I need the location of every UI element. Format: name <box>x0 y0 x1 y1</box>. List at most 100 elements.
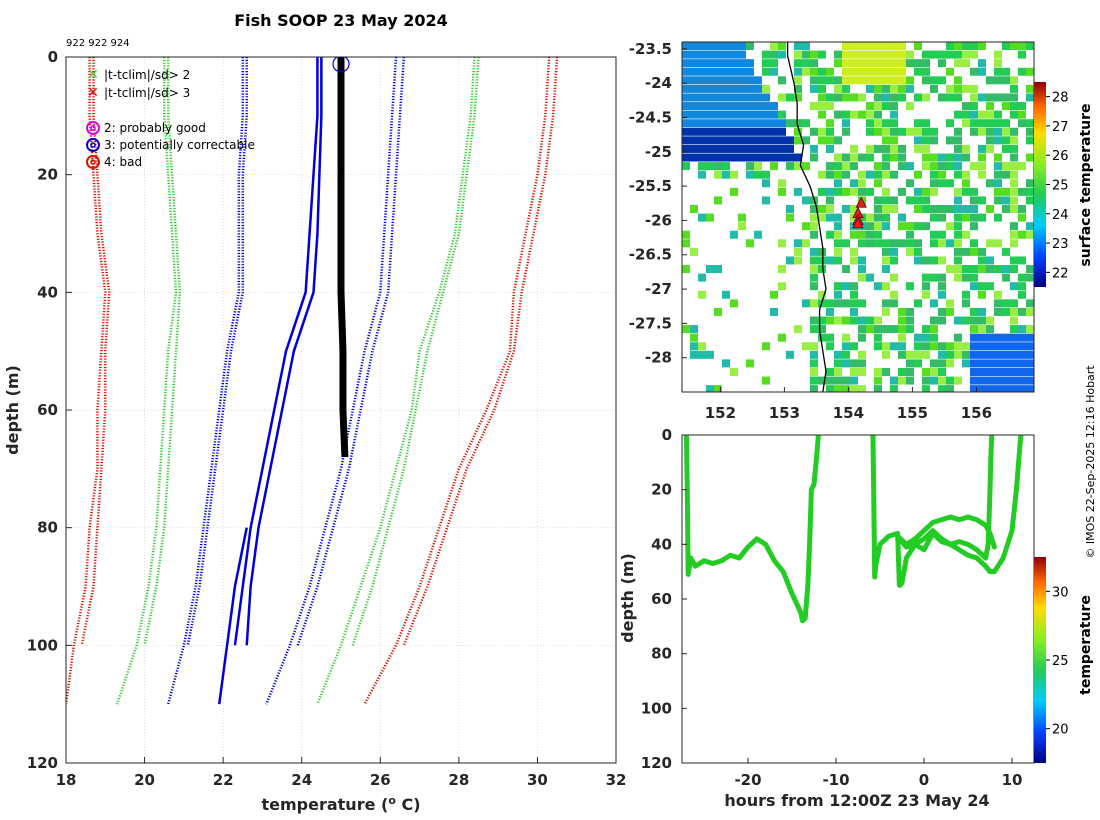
sst-cell <box>722 76 730 85</box>
sst-cell <box>850 59 858 68</box>
sst-cell <box>922 282 930 291</box>
track-lines <box>683 435 1024 624</box>
sst-cell <box>898 333 906 342</box>
sst-cell <box>882 93 890 102</box>
sst-cell <box>954 187 962 196</box>
sst-cell <box>1010 187 1018 196</box>
sst-cell <box>770 153 778 162</box>
sst-cell <box>826 316 834 325</box>
sst-cell <box>730 136 738 145</box>
sst-cell <box>874 204 882 213</box>
profile-xtick-label: 32 <box>606 771 627 789</box>
sst-cell <box>770 144 778 153</box>
sst-cell <box>994 299 1002 308</box>
sst-cell <box>1002 170 1010 179</box>
sst-cell <box>930 76 938 85</box>
sst-cell <box>690 127 698 136</box>
sst-cell <box>786 213 794 222</box>
sst-cell <box>882 119 890 128</box>
sst-cell <box>986 144 994 153</box>
sst-cell <box>738 119 746 128</box>
sst-cell <box>826 342 834 351</box>
track-xtick-label: -10 <box>822 771 849 789</box>
sst-cell <box>914 222 922 231</box>
sst-cell <box>1026 196 1034 205</box>
sst-cell <box>826 376 834 385</box>
track-ytick-label: 0 <box>662 426 672 444</box>
sst-cell <box>850 247 858 256</box>
sst-cell <box>946 67 954 76</box>
sst-cell <box>1010 42 1018 50</box>
sst-cell <box>938 385 946 392</box>
sst-cell <box>1026 119 1034 128</box>
sst-cell <box>826 67 834 76</box>
sst-cell <box>730 42 738 50</box>
sst-cell <box>810 102 818 111</box>
sst-cell <box>794 42 802 50</box>
sst-cell <box>794 247 802 256</box>
sst-cell <box>810 367 818 376</box>
sst-cell <box>922 376 930 385</box>
sst-cell <box>1026 93 1034 102</box>
sst-cell <box>874 162 882 171</box>
sst-cell <box>778 50 786 59</box>
sst-cell <box>1002 67 1010 76</box>
sst-cell <box>714 170 722 179</box>
sst-cell <box>1002 273 1010 282</box>
sst-cell <box>690 110 698 119</box>
sst-cell <box>754 230 762 239</box>
sst-cell <box>994 350 1002 359</box>
sst-cell <box>690 42 698 50</box>
profile-ytick-label: 20 <box>37 166 58 184</box>
sst-cell <box>954 204 962 213</box>
sst-cell <box>914 299 922 308</box>
sst-cell <box>898 93 906 102</box>
sst-cell <box>994 67 1002 76</box>
map-ytick-label: -28 <box>645 349 672 367</box>
coastline <box>786 42 827 392</box>
sst-cell <box>922 204 930 213</box>
sst-cell <box>858 153 866 162</box>
sst-cell <box>842 110 850 119</box>
sst-cell <box>930 136 938 145</box>
sst-cell <box>962 342 970 351</box>
sst-cell <box>698 153 706 162</box>
sst-cell <box>778 93 786 102</box>
sst-cell <box>978 265 986 274</box>
sst-cell <box>714 67 722 76</box>
sst-cell <box>698 59 706 68</box>
sst-cell <box>922 342 930 351</box>
sst-cell <box>730 299 738 308</box>
sst-cell <box>962 316 970 325</box>
sst-cell <box>970 42 978 50</box>
sst-cell <box>874 84 882 93</box>
sst-cell <box>858 239 866 248</box>
sst-cell <box>978 256 986 265</box>
sst-cell <box>810 50 818 59</box>
sst-cell <box>898 59 906 68</box>
sst-cell <box>682 127 690 136</box>
sst-cell <box>778 153 786 162</box>
sst-cell <box>834 170 842 179</box>
sst-cell <box>938 282 946 291</box>
sst-cell <box>738 110 746 119</box>
sst-cell <box>810 247 818 256</box>
sst-cell <box>682 162 690 171</box>
sst-cell <box>946 385 954 392</box>
sst-cell <box>922 153 930 162</box>
track-series-1 <box>683 435 821 624</box>
sst-cell <box>762 136 770 145</box>
sst-cell <box>746 359 754 368</box>
sst-cell <box>922 162 930 171</box>
profile-xtick-label: 18 <box>56 771 77 789</box>
sst-cell <box>690 144 698 153</box>
sst-cell <box>770 110 778 119</box>
sst-cell <box>1026 187 1034 196</box>
sst-cell <box>930 299 938 308</box>
sst-cell <box>914 144 922 153</box>
sst-cell <box>882 239 890 248</box>
sst-cell <box>994 110 1002 119</box>
sst-cell <box>954 127 962 136</box>
sst-cell <box>1026 136 1034 145</box>
sst-cell <box>890 67 898 76</box>
